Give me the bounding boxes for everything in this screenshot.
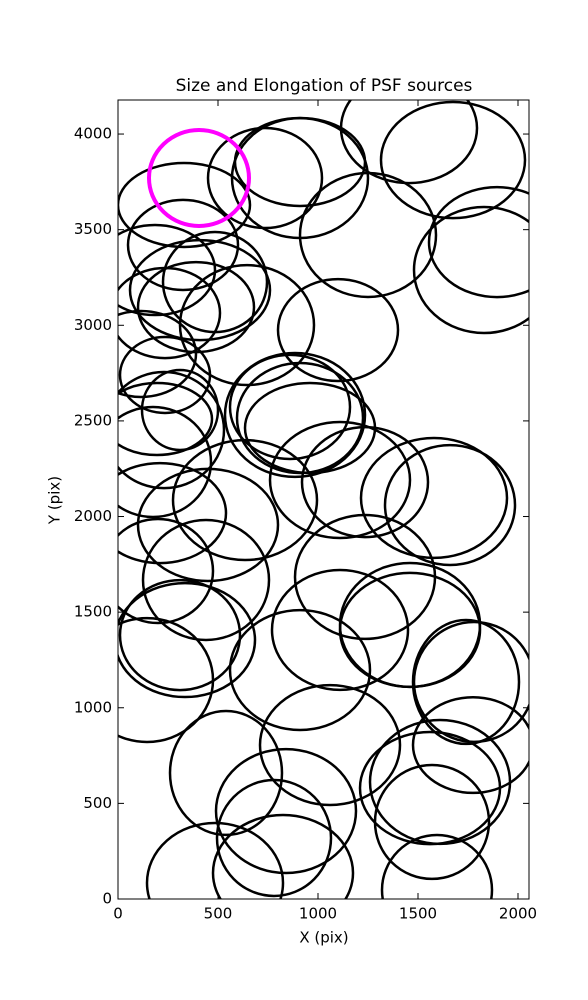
psf-ellipse xyxy=(359,436,509,560)
psf-ellipse xyxy=(118,161,252,249)
psf-ellipse xyxy=(118,616,215,744)
x-tick-label: 1000 xyxy=(299,905,337,923)
psf-ellipse xyxy=(168,709,284,837)
y-tick-label: 2000 xyxy=(74,507,112,525)
x-tick-label: 500 xyxy=(204,905,233,923)
psf-ellipse xyxy=(145,821,285,899)
psf-ellipse xyxy=(118,578,242,692)
psf-ellipse xyxy=(118,405,213,519)
psf-ellipse xyxy=(233,116,367,208)
y-tick-label: 1000 xyxy=(74,698,112,716)
y-tick-label: 2500 xyxy=(74,411,112,429)
psf-ellipse xyxy=(373,763,491,881)
psf-ellipse xyxy=(383,443,517,567)
y-axis-label: Y (pix) xyxy=(46,476,64,525)
psf-ellipse xyxy=(223,351,367,479)
psf-ellipse xyxy=(412,205,529,335)
psf-ellipse xyxy=(118,266,222,360)
psf-ellipse xyxy=(126,198,240,292)
psf-ellipse xyxy=(230,116,370,240)
x-axis-label: X (pix) xyxy=(299,929,348,947)
x-tick-label: 0 xyxy=(113,905,123,923)
psf-ellipse xyxy=(118,461,228,565)
psf-ellipse xyxy=(211,813,355,899)
psf-ellipse xyxy=(411,696,529,795)
psf-ellipse xyxy=(118,517,215,625)
y-tick-label: 500 xyxy=(83,794,112,812)
psf-ellipse xyxy=(300,425,430,539)
psf-ellipse xyxy=(215,778,333,898)
psf-ellipse xyxy=(228,608,372,732)
y-tick-label: 0 xyxy=(102,890,112,908)
psf-ellipse xyxy=(141,518,271,642)
plot-area xyxy=(118,100,529,899)
x-tick-label: 2000 xyxy=(499,905,537,923)
chart-title: Size and Elongation of PSF sources xyxy=(176,76,473,96)
psf-ellipse xyxy=(379,100,527,220)
psf-ellipse xyxy=(412,620,529,744)
x-tick-label: 1500 xyxy=(399,905,437,923)
psf-ellipse xyxy=(258,683,402,807)
psf-ellipse xyxy=(235,361,365,475)
psf-ellipse xyxy=(380,833,494,899)
psf-ellipse xyxy=(338,561,482,689)
psf-ellipse xyxy=(171,438,319,562)
psf-ellipse xyxy=(270,568,410,692)
psf-ellipse xyxy=(118,309,198,399)
psf-ellipse xyxy=(427,185,529,299)
y-tick-label: 1500 xyxy=(74,603,112,621)
psf-ellipse xyxy=(276,277,400,383)
psf-ellipse xyxy=(128,238,272,342)
psf-ellipse xyxy=(118,223,217,317)
psf-ellipse xyxy=(268,420,412,540)
plot-frame xyxy=(117,99,530,900)
psf-ellipse xyxy=(214,747,358,875)
psf-ellipse xyxy=(136,467,280,583)
psf-ellipse xyxy=(118,370,226,490)
psf-ellipse xyxy=(147,128,251,229)
psf-ellipse xyxy=(118,335,212,415)
psf-ellipse xyxy=(118,381,214,457)
y-tick-label: 3500 xyxy=(74,220,112,238)
psf-ellipse xyxy=(178,263,316,387)
psf-ellipse xyxy=(206,126,324,230)
psf-ellipse xyxy=(228,353,352,461)
psf-ellipse xyxy=(118,581,257,699)
y-tick-label: 3000 xyxy=(74,316,112,334)
y-tick-label: 4000 xyxy=(74,125,112,143)
psf-ellipse xyxy=(140,368,220,452)
psf-ellipse xyxy=(339,100,479,185)
